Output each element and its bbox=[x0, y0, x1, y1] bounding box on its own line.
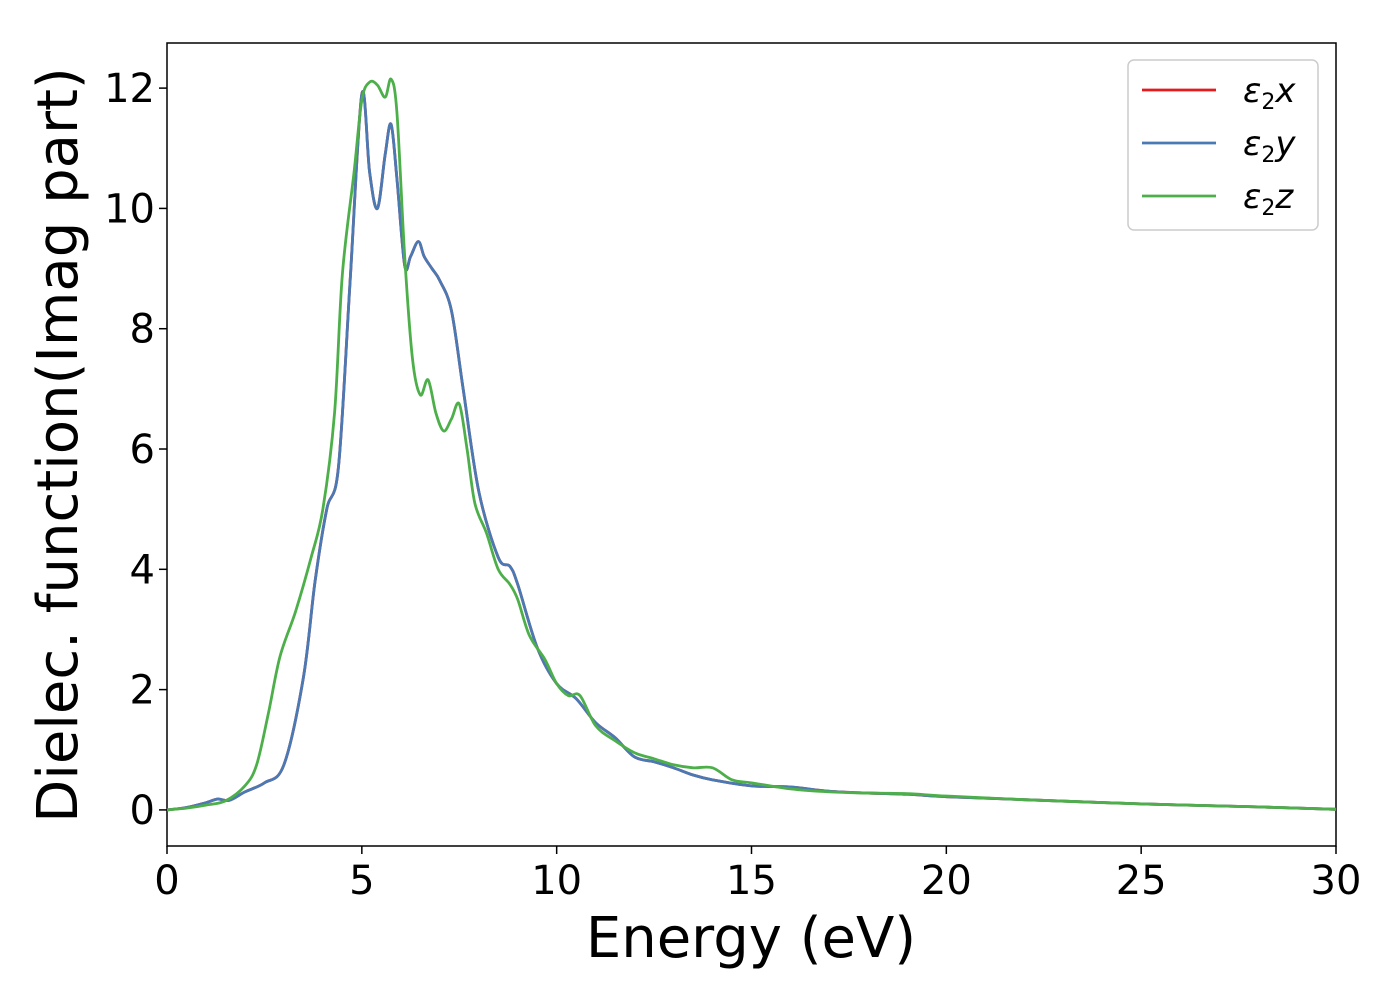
legend-label-y: ε2y bbox=[1243, 124, 1296, 168]
x-tick-label: 25 bbox=[1116, 858, 1167, 904]
y-tick-label: 10 bbox=[104, 186, 155, 232]
y-axis-label: Dielec. function(Imag part) bbox=[26, 67, 91, 823]
legend: ε2x ε2y ε2z bbox=[1127, 59, 1319, 231]
series-line-z bbox=[166, 77, 1337, 812]
y-axis-ticks: 0 2 4 6 8 10 12 bbox=[104, 66, 167, 834]
y-tick-label: 2 bbox=[130, 668, 155, 714]
series-layer bbox=[166, 77, 1337, 812]
x-axis-label: Energy (eV) bbox=[586, 906, 916, 971]
legend-label-z: ε2z bbox=[1243, 177, 1294, 221]
x-tick-label: 20 bbox=[921, 858, 972, 904]
x-tick-label: 10 bbox=[531, 858, 582, 904]
x-tick-label: 5 bbox=[349, 858, 374, 904]
series-line-y bbox=[166, 90, 1337, 812]
x-axis-ticks: 0 5 10 15 20 25 30 bbox=[154, 846, 1361, 904]
y-tick-label: 0 bbox=[130, 788, 155, 834]
y-tick-label: 6 bbox=[130, 427, 155, 473]
legend-entries: ε2x ε2y ε2z bbox=[1142, 71, 1296, 221]
legend-label-x: ε2x bbox=[1243, 71, 1296, 115]
y-tick-label: 12 bbox=[104, 66, 155, 112]
y-tick-label: 4 bbox=[130, 547, 155, 593]
x-tick-label: 30 bbox=[1311, 858, 1362, 904]
legend-box bbox=[1127, 59, 1319, 231]
x-tick-label: 15 bbox=[726, 858, 777, 904]
x-tick-label: 0 bbox=[154, 858, 179, 904]
y-tick-label: 8 bbox=[130, 307, 155, 353]
